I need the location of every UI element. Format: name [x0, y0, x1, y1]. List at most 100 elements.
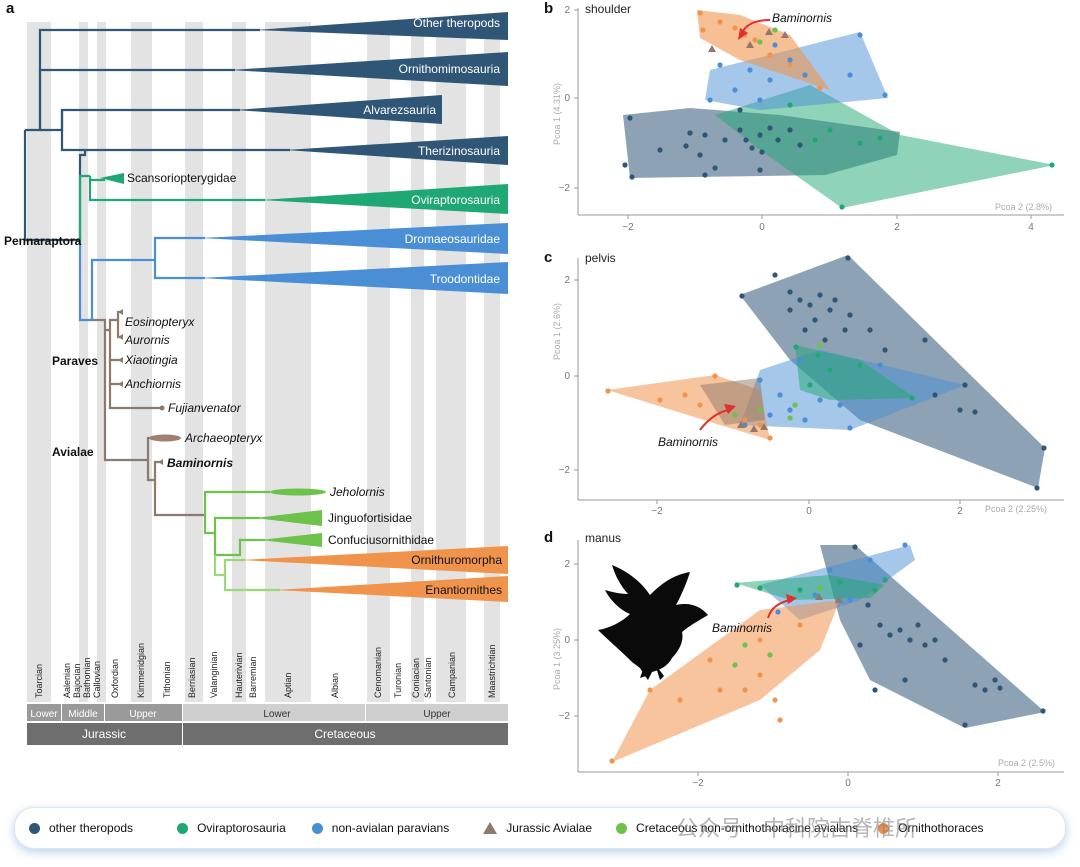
wedge-troodontidae — [200, 262, 508, 294]
c-xtick: 0 — [806, 506, 812, 517]
d-xtick: 0 — [845, 778, 851, 789]
legend-item: Cretaceous non-ornithothoracine avialans — [616, 821, 858, 835]
phylogeny-tree — [23, 28, 290, 592]
label-therizinosauria: Therizinosauria — [418, 144, 500, 158]
legend-label: other theropods — [49, 821, 134, 835]
taxon-labels: Scansoriopterygidae Eosinopteryx Aurorni… — [124, 171, 434, 547]
period-bar: Jurassic Cretaceous — [27, 723, 508, 745]
legend-item: Jurassic Avialae — [483, 821, 592, 835]
panel-c-points — [605, 255, 1047, 491]
c-xtick: 2 — [957, 506, 963, 517]
c-xtick: −2 — [651, 506, 663, 517]
c-arrow — [699, 409, 729, 431]
d-arrowhead — [786, 594, 797, 604]
d-xtick: 2 — [995, 778, 1001, 789]
d-xlabel: Pcoa 2 (2.5%) — [998, 758, 1055, 768]
stage-label: Tithonian — [162, 661, 172, 698]
c-ytick: 0 — [564, 371, 570, 382]
epoch-lower-cretaceous: Lower — [263, 709, 291, 720]
d-annotation: Baminornis — [712, 621, 772, 635]
period-jurassic: Jurassic — [82, 727, 126, 741]
b-xtick: 4 — [1028, 222, 1034, 233]
wedge-enantiornithes — [275, 576, 508, 602]
ellipse-jeholornis — [270, 488, 326, 496]
d-ytick: −2 — [559, 711, 571, 722]
ellipse-archaeopteryx — [149, 434, 181, 442]
stage-label: Albian — [330, 673, 340, 698]
wedge-dromaeosauridae — [200, 223, 508, 254]
legend-dot-icon — [177, 822, 189, 834]
legend-label: Ornithothoraces — [898, 821, 984, 835]
legend-dot-icon — [311, 822, 323, 834]
panel-c-hulls — [607, 255, 1045, 488]
label-ornithuromorpha: Ornithuromorpha — [411, 553, 502, 567]
taxon-jinguofortisidae: Jinguofortisidae — [328, 511, 412, 525]
b-xlabel: Pcoa 2 (2.8%) — [995, 202, 1052, 212]
wedge-therizinosauria — [285, 136, 508, 165]
stage-label: Coniacian — [411, 658, 421, 698]
b-ylabel: Pcoa 1 (4.31%) — [552, 83, 562, 145]
b-ytick: −2 — [559, 183, 571, 194]
panel-b-hulls — [623, 10, 1055, 208]
d-arrow — [767, 599, 791, 619]
epoch-middle-jurassic: Middle — [68, 709, 98, 720]
panel-b-axes — [574, 8, 1064, 219]
stage-label: Maastrichtian — [487, 644, 497, 698]
panel-c-letter: c — [544, 249, 552, 266]
period-cretaceous: Cretaceous — [314, 727, 375, 741]
stage-label: Kimmeridgian — [136, 643, 146, 698]
d-xtick: −2 — [692, 778, 704, 789]
epoch-upper-jurassic: Upper — [129, 709, 157, 720]
wedge-scansoriopterygidae — [100, 173, 124, 184]
legend-item: Oviraptorosauria — [177, 821, 286, 835]
b-xtick: −2 — [622, 222, 634, 233]
b-xtick: 0 — [759, 222, 765, 233]
label-oviraptorosauria: Oviraptorosauria — [411, 193, 500, 207]
legend-dot-icon — [616, 822, 628, 834]
wedge-alvarezsauria — [235, 95, 442, 124]
node-paraves: Paraves — [52, 354, 98, 368]
panel-d-title: manus — [585, 531, 621, 545]
legend-triangle-icon — [483, 822, 498, 834]
label-ornithomimosauria: Ornithomimosauria — [399, 62, 501, 76]
wedge-jinguofortisidae — [255, 510, 322, 526]
stage-label: Bajocian — [72, 663, 82, 698]
stage-labels: Toarcian Aalenian Bajocian Bathonian Cal… — [34, 643, 497, 698]
panel-d-axes — [574, 540, 1064, 776]
taxon-eosinopteryx: Eosinopteryx — [125, 315, 195, 329]
b-ytick: 2 — [564, 5, 570, 16]
label-other-theropods: Other theropods — [413, 16, 500, 30]
taxon-scansoriopterygidae: Scansoriopterygidae — [127, 171, 237, 185]
stage-label: Turonian — [393, 663, 403, 698]
legend-dot-icon — [29, 822, 40, 834]
c-annotation: Baminornis — [658, 435, 718, 449]
stage-label: Campanian — [447, 652, 457, 698]
wedge-confuciusornithidae — [260, 533, 322, 547]
d-ytick: 2 — [564, 559, 570, 570]
node-pennaraptora: Pennaraptora — [4, 234, 82, 248]
c-ytick: −2 — [559, 465, 571, 476]
stage-label: Valanginian — [209, 652, 219, 698]
stage-label: Aptian — [283, 672, 293, 698]
epoch-lower-jurassic: Lower — [30, 709, 58, 720]
legend-item: Ornithothoraces — [878, 821, 984, 835]
d-ytick: 0 — [564, 635, 570, 646]
panel-b-title: shoulder — [585, 2, 631, 16]
stage-label: Cenomanian — [373, 647, 383, 698]
label-enantiornithes: Enantiornithes — [425, 583, 502, 597]
panel-d-letter: d — [544, 529, 553, 546]
taxon-confuciusornithidae: Confuciusornithidae — [328, 533, 434, 547]
panel-b-letter: b — [544, 0, 553, 17]
stage-label: Aalenian — [62, 663, 72, 698]
legend-label: non-avialan paravians — [331, 821, 450, 835]
taxon-markers — [118, 309, 165, 465]
legend-bar: other theropods Oviraptorosauria non-avi… — [14, 807, 1066, 849]
taxon-archaeopteryx: Archaeopteryx — [184, 431, 263, 445]
d-ylabel: Pcoa 1 (3.25%) — [552, 628, 562, 690]
legend-item: other theropods — [29, 821, 133, 835]
c-arrowhead — [724, 404, 736, 414]
wedge-ornithomimosauria — [230, 52, 508, 86]
stage-label: Hauterivian — [234, 652, 244, 698]
epoch-bar: Lower Middle Upper Lower Upper — [27, 704, 508, 721]
b-arrowhead — [738, 28, 748, 40]
